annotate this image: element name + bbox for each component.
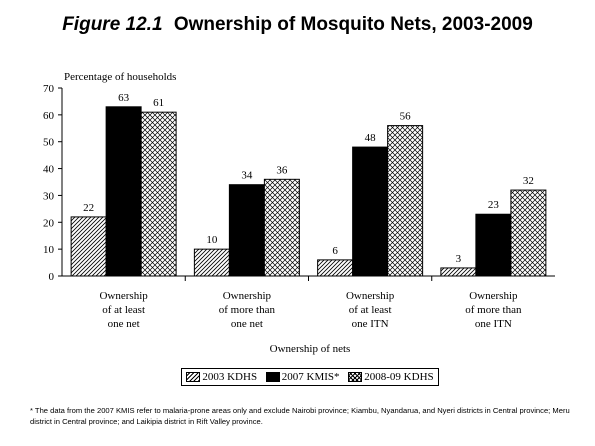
y-tick-label: 20 [43, 217, 55, 229]
y-tick-label: 50 [43, 137, 55, 149]
bar [228, 184, 265, 277]
legend-swatch-2003 [186, 372, 201, 382]
bar [70, 216, 107, 277]
bar [317, 259, 354, 277]
bar-value-label: 63 [118, 92, 130, 104]
x-axis-label: Ownership of nets [270, 343, 351, 355]
bar-value-label: 10 [206, 234, 218, 246]
bar-value-label: 6 [332, 245, 338, 257]
x-category-label: of more than [219, 304, 276, 316]
x-category-label: Ownership [469, 290, 518, 302]
x-category-label: of at least [349, 304, 392, 316]
y-tick-label: 30 [43, 190, 55, 202]
x-category-label: one ITN [475, 318, 512, 330]
figure-number: Figure 12.1 [62, 14, 163, 35]
y-tick-label: 0 [49, 271, 55, 283]
bar [510, 189, 547, 277]
y-tick-label: 70 [43, 83, 55, 95]
x-category-label: Ownership [99, 290, 148, 302]
legend-label-2003: 2003 KDHS [202, 371, 258, 383]
y-tick-label: 10 [43, 244, 55, 256]
bar [475, 213, 512, 277]
bar [105, 106, 142, 277]
chart-data-labels: 22 63 61 10 34 36 6 48 56 3 23 32 [83, 92, 534, 265]
y-tick-label: 60 [43, 110, 55, 122]
bar [193, 248, 230, 277]
legend-item-2003: 2003 KDHS [186, 371, 257, 383]
legend-label-2007: 2007 KMIS* [281, 371, 340, 383]
figure-title: Figure 12.1 Ownership of Mosquito Nets, … [0, 14, 595, 36]
legend-label-2008: 2008-09 KDHS [364, 371, 434, 383]
x-category-label: Ownership [223, 290, 272, 302]
legend-item-2007: 2007 KMIS* [265, 371, 340, 383]
bar-value-label: 32 [523, 175, 534, 187]
bar-value-label: 23 [488, 199, 500, 211]
bar-value-label: 48 [365, 132, 377, 144]
legend-item-2008: 2008-09 KDHS [348, 371, 434, 383]
x-category-label: Ownership [346, 290, 395, 302]
bar-value-label: 36 [276, 164, 288, 176]
legend-swatch-2008 [348, 372, 363, 382]
bar [263, 178, 300, 277]
chart-category-labels: Ownership of at least one net Ownership of m… [99, 290, 521, 330]
bar [352, 146, 389, 277]
bar-value-label: 34 [241, 170, 253, 182]
bar [440, 267, 477, 277]
x-category-label: of more than [465, 304, 522, 316]
x-category-label: one net [108, 318, 140, 330]
bar-value-label: 3 [456, 253, 462, 265]
x-category-label: of at least [102, 304, 145, 316]
y-axis-label: Percentage of households [64, 71, 176, 83]
x-category-label: one net [231, 318, 263, 330]
bar-value-label: 61 [153, 97, 164, 109]
footnote: * The data from the 2007 KMIS refer to m… [30, 406, 570, 426]
bar-value-label: 56 [400, 111, 412, 123]
chart-bars [70, 106, 547, 277]
figure-title-text: Ownership of Mosquito Nets, 2003-2009 [173, 14, 533, 35]
bar [387, 125, 424, 277]
y-tick-label: 40 [43, 164, 55, 176]
legend-swatch-2007 [265, 372, 280, 382]
bar-value-label: 22 [83, 202, 94, 214]
bar [140, 111, 177, 277]
x-category-label: one ITN [352, 318, 389, 330]
chart-legend: 2003 KDHS 2007 KMIS* 2008-09 KDHS [181, 368, 439, 386]
